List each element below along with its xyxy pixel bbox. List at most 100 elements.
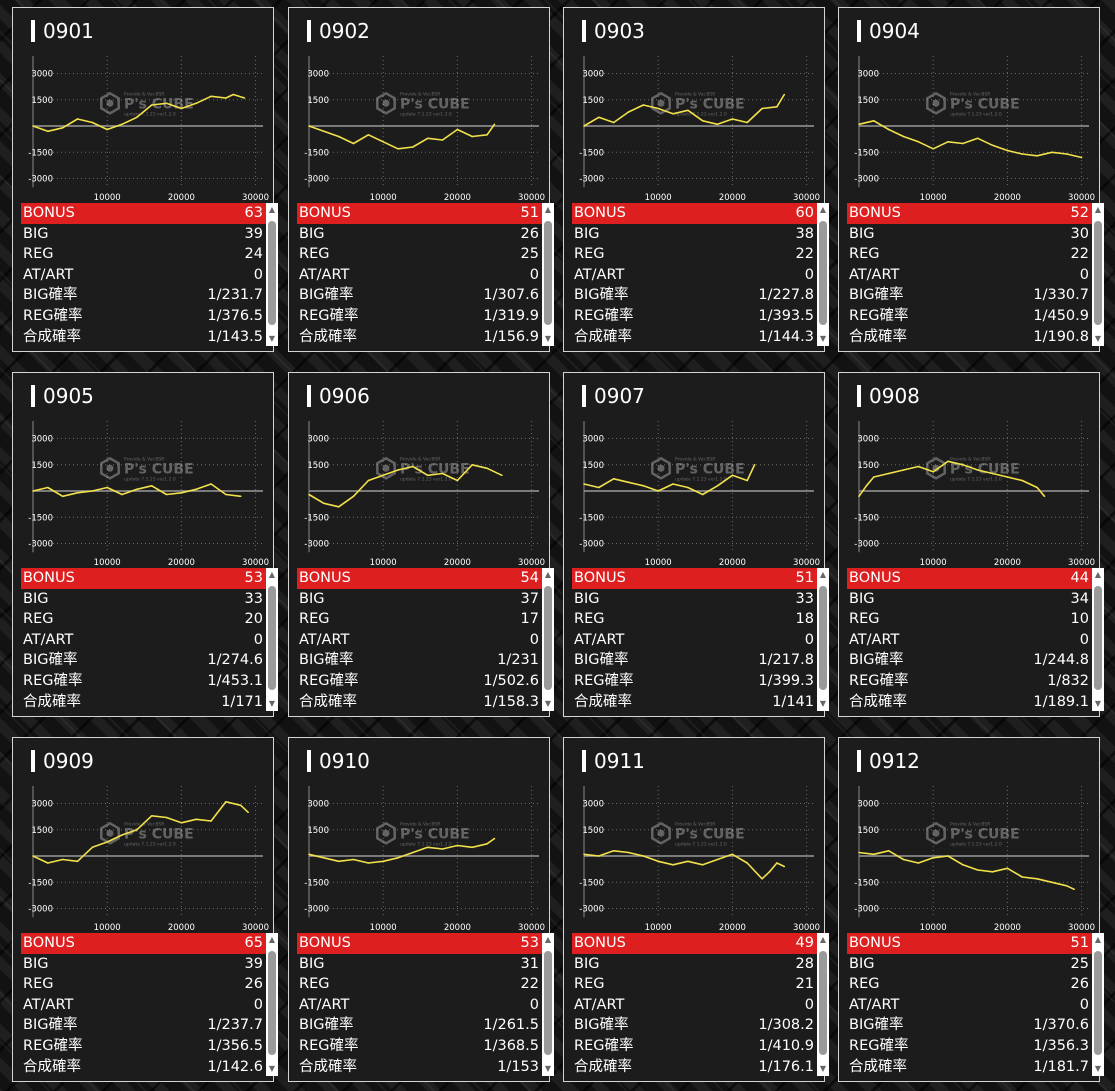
stat-value: 1/453.1 xyxy=(207,672,263,689)
scroll-down-arrow-icon[interactable]: ▼ xyxy=(268,699,276,708)
scroll-down-arrow-icon[interactable]: ▼ xyxy=(1094,334,1102,343)
machine-card[interactable]: 0909 3000 1500 -1500 -3000 10000 20000 30000 P's… xyxy=(12,737,278,1082)
data-point xyxy=(397,856,399,859)
machine-card[interactable]: 0906 3000 1500 -1500 -3000 10000 20000 30000 P's… xyxy=(288,372,554,717)
title-accent-bar xyxy=(31,750,35,772)
scroll-up-arrow-icon[interactable]: ▲ xyxy=(268,935,276,944)
scroll-up-arrow-icon[interactable]: ▲ xyxy=(819,205,827,214)
scroll-thumb[interactable] xyxy=(268,221,276,325)
scroll-up-arrow-icon[interactable]: ▲ xyxy=(819,570,827,579)
scroll-thumb[interactable] xyxy=(819,221,827,325)
stat-value: 34 xyxy=(1070,590,1089,607)
y-tick-label: 1500 xyxy=(31,461,53,471)
balance-series-line xyxy=(32,800,249,864)
scroll-thumb[interactable] xyxy=(544,951,552,1055)
scroll-up-arrow-icon[interactable]: ▲ xyxy=(268,205,276,214)
machine-card[interactable]: 0908 3000 1500 -1500 -3000 10000 20000 30000 P's… xyxy=(838,372,1104,717)
table-scrollbar[interactable]: ▲ ▼ xyxy=(817,203,829,346)
table-scrollbar[interactable]: ▲ ▼ xyxy=(817,568,829,711)
x-tick-label: 30000 xyxy=(518,193,545,203)
balance-line-chart: 3000 1500 -1500 -3000 10000 20000 30000 P's CUB… xyxy=(304,786,545,933)
stat-value: 0 xyxy=(1079,996,1089,1013)
stat-row-total-rate: 合成確率 1/181.7 xyxy=(847,1057,1092,1076)
machine-card[interactable]: 0903 3000 1500 -1500 -3000 10000 20000 30000 P's… xyxy=(563,7,829,352)
machine-card[interactable]: 0905 3000 1500 -1500 -3000 10000 20000 30000 P's… xyxy=(12,372,278,717)
data-point xyxy=(1065,884,1068,887)
machine-card[interactable]: 0910 3000 1500 -1500 -3000 10000 20000 30000 P's… xyxy=(288,737,554,1082)
scroll-down-arrow-icon[interactable]: ▼ xyxy=(268,1064,276,1073)
stat-row-reg: REG 25 xyxy=(297,244,542,265)
machine-card[interactable]: 0907 3000 1500 -1500 -3000 10000 20000 30000 P's… xyxy=(563,372,829,717)
scroll-up-arrow-icon[interactable]: ▲ xyxy=(1094,935,1102,944)
machine-card[interactable]: 0904 3000 1500 -1500 -3000 10000 20000 30000 P's… xyxy=(838,7,1104,352)
svg-text:update 7.1.23 ver1.2.0: update 7.1.23 ver1.2.0 xyxy=(950,111,1002,117)
machine-card[interactable]: 0912 3000 1500 -1500 -3000 10000 20000 30000 P's… xyxy=(838,737,1104,1082)
scroll-thumb[interactable] xyxy=(1094,586,1102,690)
data-point xyxy=(441,848,444,850)
table-scrollbar[interactable]: ▲ ▼ xyxy=(266,203,278,346)
title-accent-bar xyxy=(582,20,586,42)
scroll-up-arrow-icon[interactable]: ▲ xyxy=(1094,205,1102,214)
table-scrollbar[interactable]: ▲ ▼ xyxy=(266,568,278,711)
table-scrollbar[interactable]: ▲ ▼ xyxy=(817,933,829,1076)
stat-value: 18 xyxy=(795,611,814,628)
data-point xyxy=(1080,156,1083,159)
data-point xyxy=(687,486,689,489)
scroll-down-arrow-icon[interactable]: ▼ xyxy=(544,334,552,343)
scroll-up-arrow-icon[interactable]: ▲ xyxy=(819,935,827,944)
data-point xyxy=(210,820,212,822)
scroll-down-arrow-icon[interactable]: ▼ xyxy=(1094,1064,1102,1073)
stat-row-big-rate: BIG確率 1/217.8 xyxy=(572,650,817,671)
table-scrollbar[interactable]: ▲ ▼ xyxy=(542,203,554,346)
data-point xyxy=(32,855,34,857)
scroll-thumb[interactable] xyxy=(1094,951,1102,1055)
scroll-up-arrow-icon[interactable]: ▲ xyxy=(544,935,552,944)
machine-card[interactable]: 0901 3000 1500 -1500 -3000 10000 20000 30000 P's… xyxy=(12,7,278,352)
title-accent-bar xyxy=(31,385,35,407)
data-point xyxy=(426,137,429,140)
scroll-up-arrow-icon[interactable]: ▲ xyxy=(544,205,552,214)
scroll-down-arrow-icon[interactable]: ▼ xyxy=(819,1064,827,1073)
table-scrollbar[interactable]: ▲ ▼ xyxy=(1092,933,1104,1076)
scroll-down-arrow-icon[interactable]: ▼ xyxy=(819,334,827,343)
stat-label: AT/ART xyxy=(849,996,900,1013)
stat-label: BONUS xyxy=(574,935,626,951)
table-scrollbar[interactable]: ▲ ▼ xyxy=(542,933,554,1076)
table-scrollbar[interactable]: ▲ ▼ xyxy=(1092,568,1104,711)
scroll-up-arrow-icon[interactable]: ▲ xyxy=(544,570,552,579)
data-point xyxy=(917,862,920,864)
table-scrollbar[interactable]: ▲ ▼ xyxy=(266,933,278,1076)
svg-text:update 7.1.23 ver1.2.0: update 7.1.23 ver1.2.0 xyxy=(950,476,1002,482)
scroll-thumb[interactable] xyxy=(1094,221,1102,325)
machine-number: 0903 xyxy=(594,19,645,43)
scroll-thumb[interactable] xyxy=(268,951,276,1055)
machine-card[interactable]: 0911 3000 1500 -1500 -3000 10000 20000 30000 P's… xyxy=(563,737,829,1082)
scroll-thumb[interactable] xyxy=(819,951,827,1055)
scroll-down-arrow-icon[interactable]: ▼ xyxy=(544,1064,552,1073)
scroll-down-arrow-icon[interactable]: ▼ xyxy=(819,699,827,708)
scroll-up-arrow-icon[interactable]: ▲ xyxy=(268,570,276,579)
data-point xyxy=(976,869,979,871)
stat-value: 39 xyxy=(244,225,263,242)
scroll-thumb[interactable] xyxy=(544,221,552,325)
data-point xyxy=(91,846,94,849)
stat-row-total-rate: 合成確率 1/143.5 xyxy=(21,327,266,346)
data-point xyxy=(367,479,370,482)
stat-value: 26 xyxy=(520,225,539,242)
data-point xyxy=(687,860,689,863)
scroll-down-arrow-icon[interactable]: ▼ xyxy=(544,699,552,708)
scroll-thumb[interactable] xyxy=(819,586,827,690)
scroll-thumb[interactable] xyxy=(544,586,552,690)
scroll-down-arrow-icon[interactable]: ▼ xyxy=(268,334,276,343)
stat-value: 1/330.7 xyxy=(1033,287,1089,304)
table-scrollbar[interactable]: ▲ ▼ xyxy=(1092,203,1104,346)
machine-card[interactable]: 0902 3000 1500 -1500 -3000 10000 20000 30000 P's… xyxy=(288,7,554,352)
stat-row-reg: REG 21 xyxy=(572,974,817,995)
stat-row-big: BIG 39 xyxy=(21,954,266,975)
scroll-up-arrow-icon[interactable]: ▲ xyxy=(1094,570,1102,579)
scroll-thumb[interactable] xyxy=(268,586,276,690)
svg-text:Provide & Ver.BSR: Provide & Ver.BSR xyxy=(124,456,164,462)
table-scrollbar[interactable]: ▲ ▼ xyxy=(542,568,554,711)
scroll-down-arrow-icon[interactable]: ▼ xyxy=(1094,699,1102,708)
